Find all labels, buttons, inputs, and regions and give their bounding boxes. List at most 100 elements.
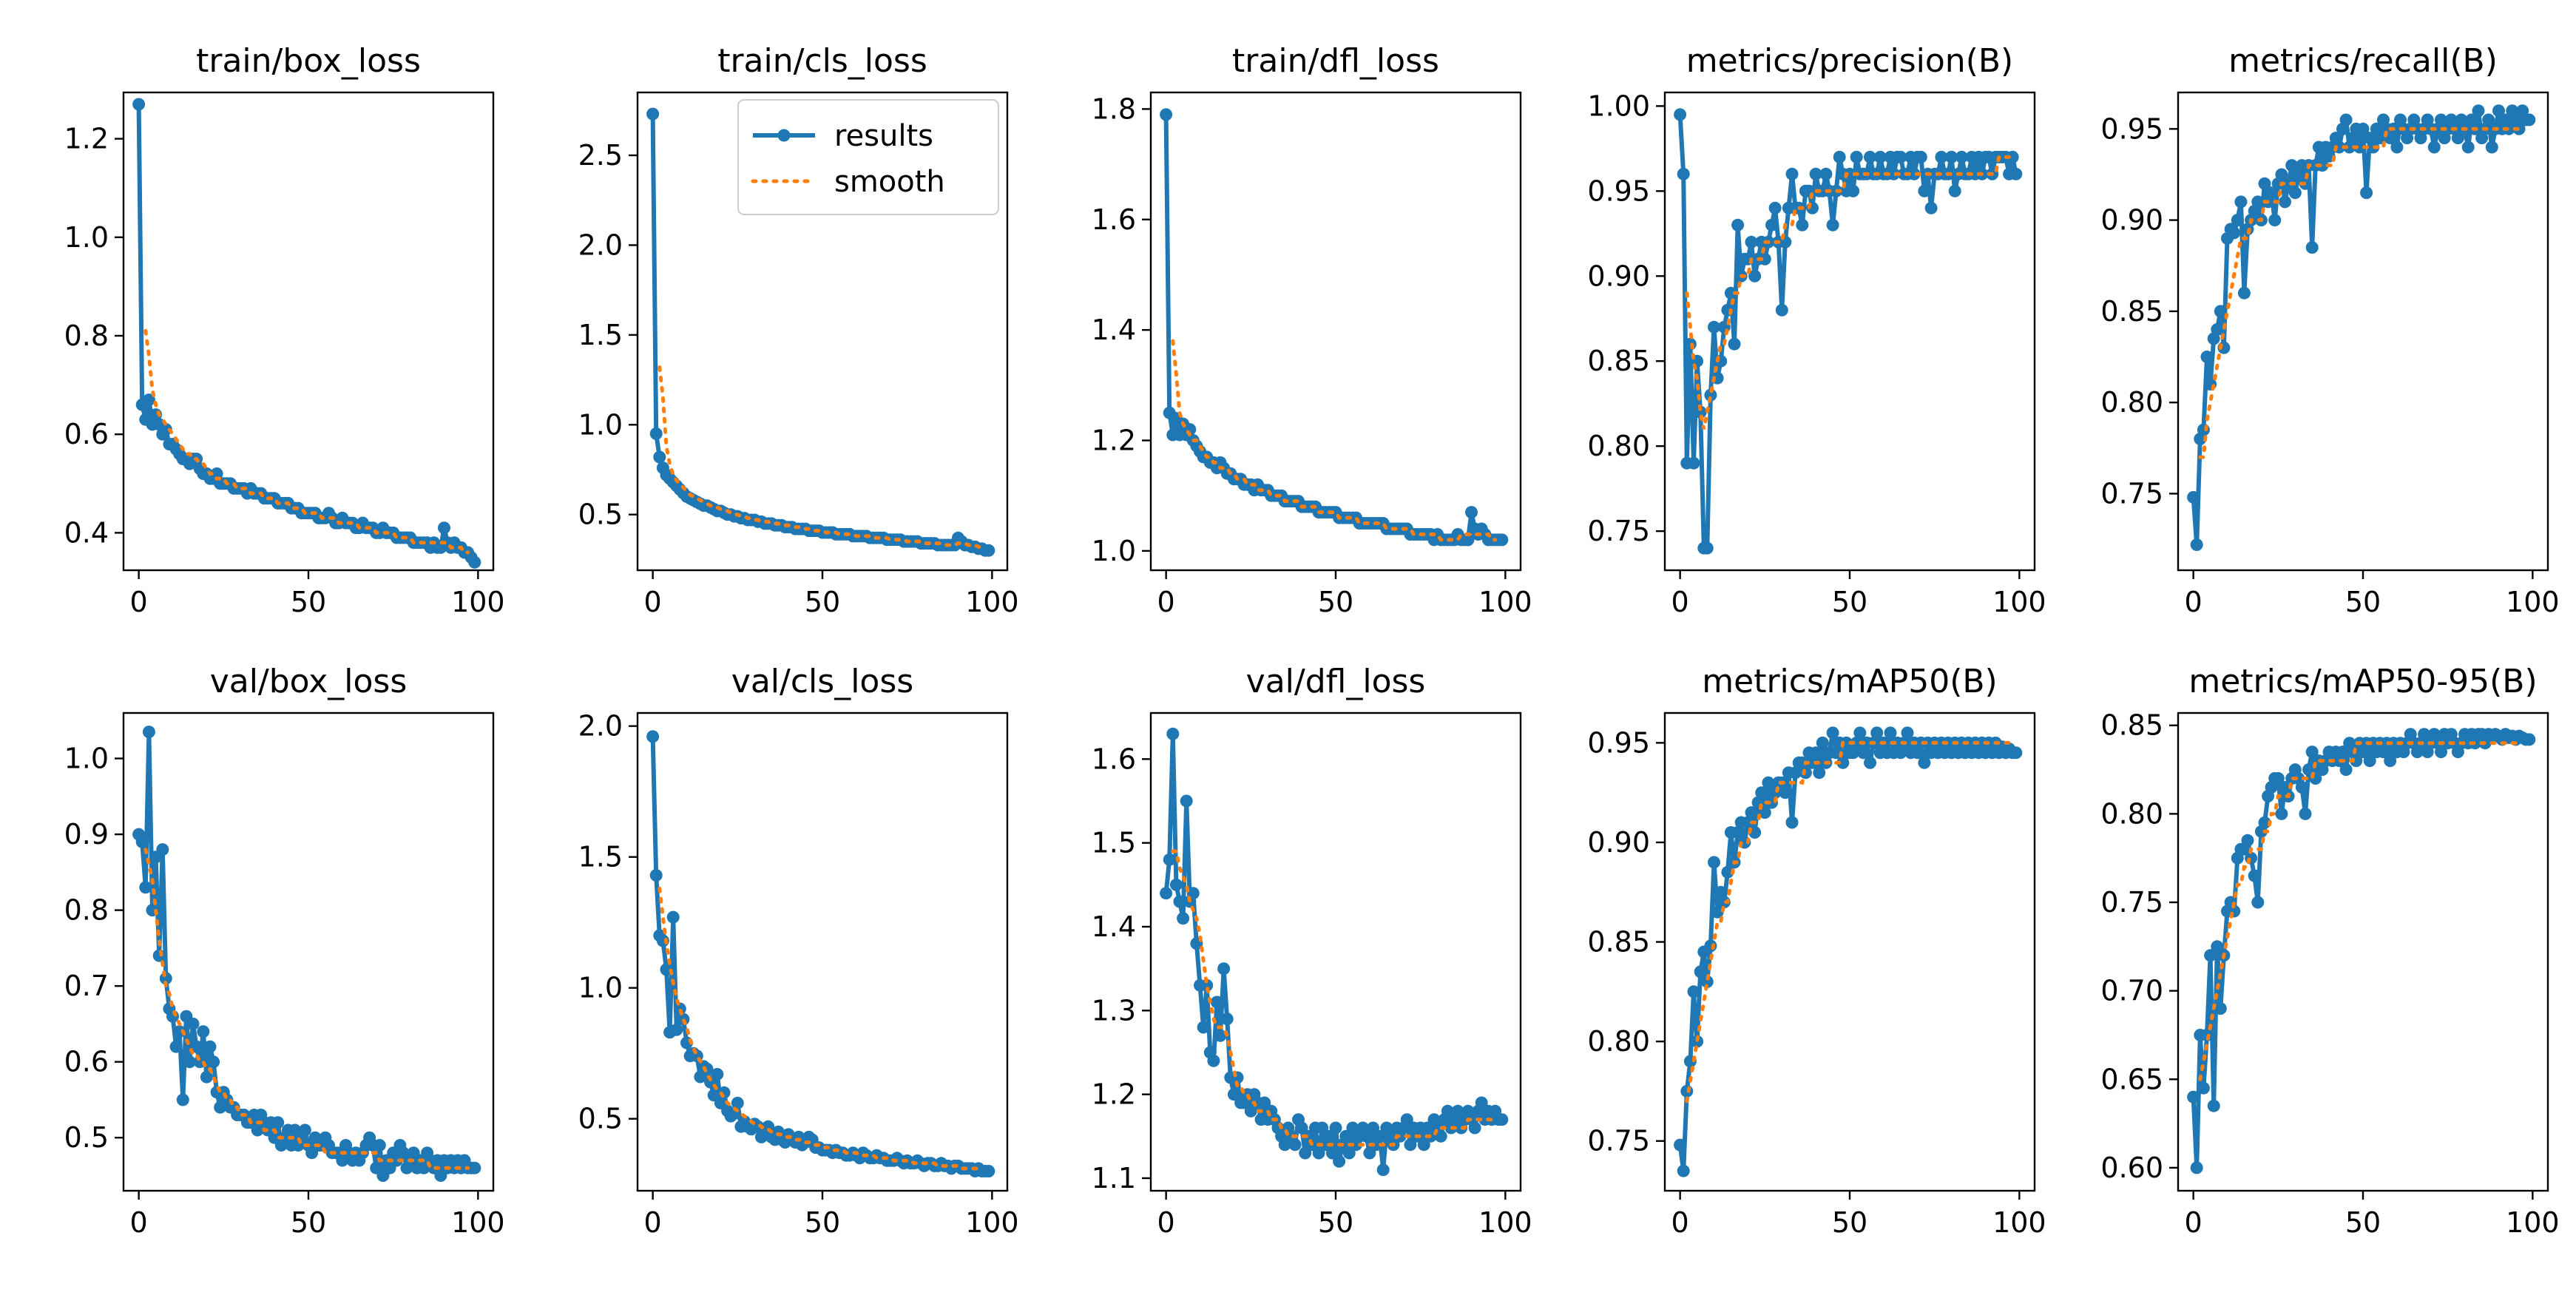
y-tick-label: 0.75 (1587, 1125, 1650, 1157)
panel-train-box-loss: train/box_loss 0.4 0.6 0.8 1.0 1.2 0 50 100 (64, 42, 505, 618)
results-point (2190, 538, 2203, 551)
results-point (1214, 1029, 1227, 1042)
x-tick-label: 100 (965, 586, 1019, 618)
axes-frame (2177, 711, 2549, 1192)
plot-area (1674, 108, 2023, 555)
results-point (197, 1025, 210, 1038)
results-point (1847, 184, 1860, 197)
results-point (1873, 150, 1887, 163)
results-point (2482, 113, 2495, 126)
results-point (1856, 746, 1870, 760)
results-point (438, 521, 450, 535)
smooth-series-line (143, 848, 470, 1170)
results-point (1887, 167, 1901, 180)
results-point (2006, 150, 2019, 163)
plot-area (1160, 108, 1509, 547)
results-point (2523, 733, 2536, 746)
x-tick-label: 100 (1992, 586, 2046, 618)
legend: results smooth (737, 99, 999, 215)
y-tick-label: 0.5 (64, 1121, 109, 1154)
results-series-line (1677, 730, 2016, 1174)
x-tick-label: 100 (451, 586, 505, 618)
results-point (2271, 772, 2285, 785)
plot-area (132, 98, 481, 569)
results-point (1796, 756, 1809, 769)
legend-smooth-label: smooth (834, 165, 945, 199)
y-tick-label: 0.90 (1587, 260, 1650, 292)
y-tick-label: 0.9 (64, 818, 109, 851)
results-point (2339, 113, 2353, 126)
results-point (1850, 736, 1863, 749)
results-point (1901, 726, 1914, 740)
plot-area (646, 730, 995, 1177)
axes-frame (1149, 91, 1522, 572)
results-point (1711, 905, 1724, 919)
x-tick-label: 50 (805, 1206, 840, 1239)
results-point (1894, 150, 1907, 163)
y-tick-label: 0.6 (64, 1046, 109, 1078)
y-tick-label: 0.75 (2100, 477, 2163, 510)
results-point (2234, 195, 2248, 209)
panel-metrics-map50-95-b: metrics/mAP50-95(B) 0.60 0.65 0.70 0.75 0.80 0… (2100, 663, 2559, 1239)
results-point (982, 544, 995, 557)
results-point (2275, 168, 2288, 181)
results-point (1694, 965, 1707, 978)
results-point (1451, 1104, 1464, 1118)
y-tick-label: 2.5 (578, 139, 623, 172)
results-point (2360, 186, 2373, 200)
results-point (1674, 1138, 1687, 1152)
panel-title: train/dfl_loss (1232, 42, 1439, 80)
results-point (1826, 726, 1839, 740)
results-point (1373, 1129, 1387, 1143)
results-point (169, 1040, 183, 1053)
x-tick-label: 50 (1832, 1206, 1867, 1239)
results-point (2204, 949, 2217, 962)
results-point (2248, 869, 2261, 882)
axes-frame (636, 711, 1009, 1192)
results-point (2472, 104, 2485, 118)
results-point (2363, 754, 2376, 768)
results-point (1721, 865, 1734, 879)
results-point (1363, 1146, 1376, 1160)
results-point (1376, 1163, 1390, 1177)
y-tick-label: 0.90 (2100, 204, 2163, 237)
x-tick-label: 100 (1478, 1206, 1532, 1239)
results-point (646, 107, 660, 121)
panel-title: train/cls_loss (717, 42, 927, 80)
results-point (2214, 305, 2227, 318)
y-tick-label: 1.5 (578, 319, 623, 351)
results-point (1694, 405, 1707, 419)
y-tick-label: 0.95 (1587, 175, 1650, 207)
panel-metrics-precision-b: metrics/precision(B) 0.75 0.80 0.85 0.90 0.95… (1587, 42, 2046, 618)
y-tick-label: 1.1 (1092, 1162, 1136, 1194)
results-point (1918, 184, 1931, 197)
x-tick-label: 0 (130, 586, 148, 618)
results-point (1339, 1129, 1353, 1143)
results-point (673, 1002, 686, 1015)
results-series-line (136, 104, 477, 564)
results-point (1731, 218, 1745, 231)
results-point (2265, 186, 2278, 200)
panel-metrics-recall-b: metrics/recall(B) 0.75 0.80 0.85 0.90 0.95 0 50… (2100, 42, 2559, 618)
y-tick-label: 0.85 (2100, 709, 2163, 742)
x-tick-label: 50 (1832, 586, 1867, 618)
smooth-series-line (2198, 741, 2525, 1081)
y-tick-label: 1.3 (1092, 994, 1136, 1027)
panel-val-box-loss: val/box_loss 0.5 0.6 0.7 0.8 0.9 1.0 0 50 100 (64, 663, 505, 1239)
results-point (1475, 1096, 1488, 1109)
results-point (1894, 746, 1907, 760)
results-point (1217, 962, 1231, 976)
y-tick-label: 0.85 (1587, 345, 1650, 377)
panel-title: metrics/recall(B) (2228, 42, 2498, 80)
y-tick-label: 1.0 (64, 221, 109, 254)
smooth-series-line (143, 328, 470, 555)
results-point (139, 881, 152, 894)
y-tick-label: 0.60 (2100, 1152, 2163, 1184)
smooth-series-line (1685, 155, 2012, 430)
results-point (1333, 1155, 1346, 1168)
results-point (2190, 1161, 2203, 1174)
x-tick-label: 100 (2506, 1206, 2560, 1239)
y-tick-label: 0.80 (2100, 386, 2163, 419)
y-tick-label: 1.00 (1587, 89, 1650, 122)
results-point (190, 1040, 203, 1053)
